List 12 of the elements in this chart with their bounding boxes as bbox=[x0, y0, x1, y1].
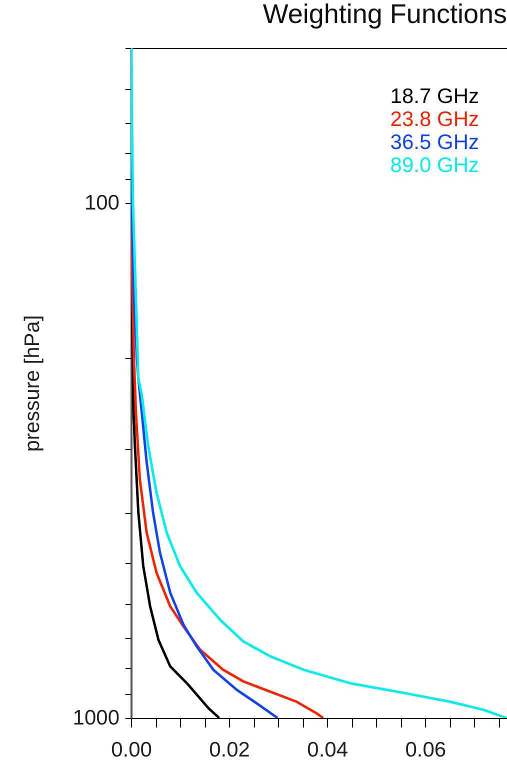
y-tick-label: 100 bbox=[84, 192, 120, 215]
x-tick-label: 0.02 bbox=[209, 738, 250, 762]
x-tick-label: 0.04 bbox=[307, 738, 348, 762]
text: 23.8 GHz bbox=[390, 108, 479, 131]
x-tick-label: 0.00 bbox=[111, 738, 152, 762]
y-axis-title: pressure [hPa] bbox=[20, 315, 44, 452]
text: 18.7 GHz bbox=[390, 85, 479, 108]
x-tick-label: 0.06 bbox=[405, 738, 446, 762]
chart-title: Weighting Functions bbox=[262, 0, 507, 29]
text: 89.0 GHz bbox=[390, 154, 479, 177]
text: 36.5 GHz bbox=[390, 131, 479, 154]
y-tick-label: 1000 bbox=[72, 706, 120, 730]
